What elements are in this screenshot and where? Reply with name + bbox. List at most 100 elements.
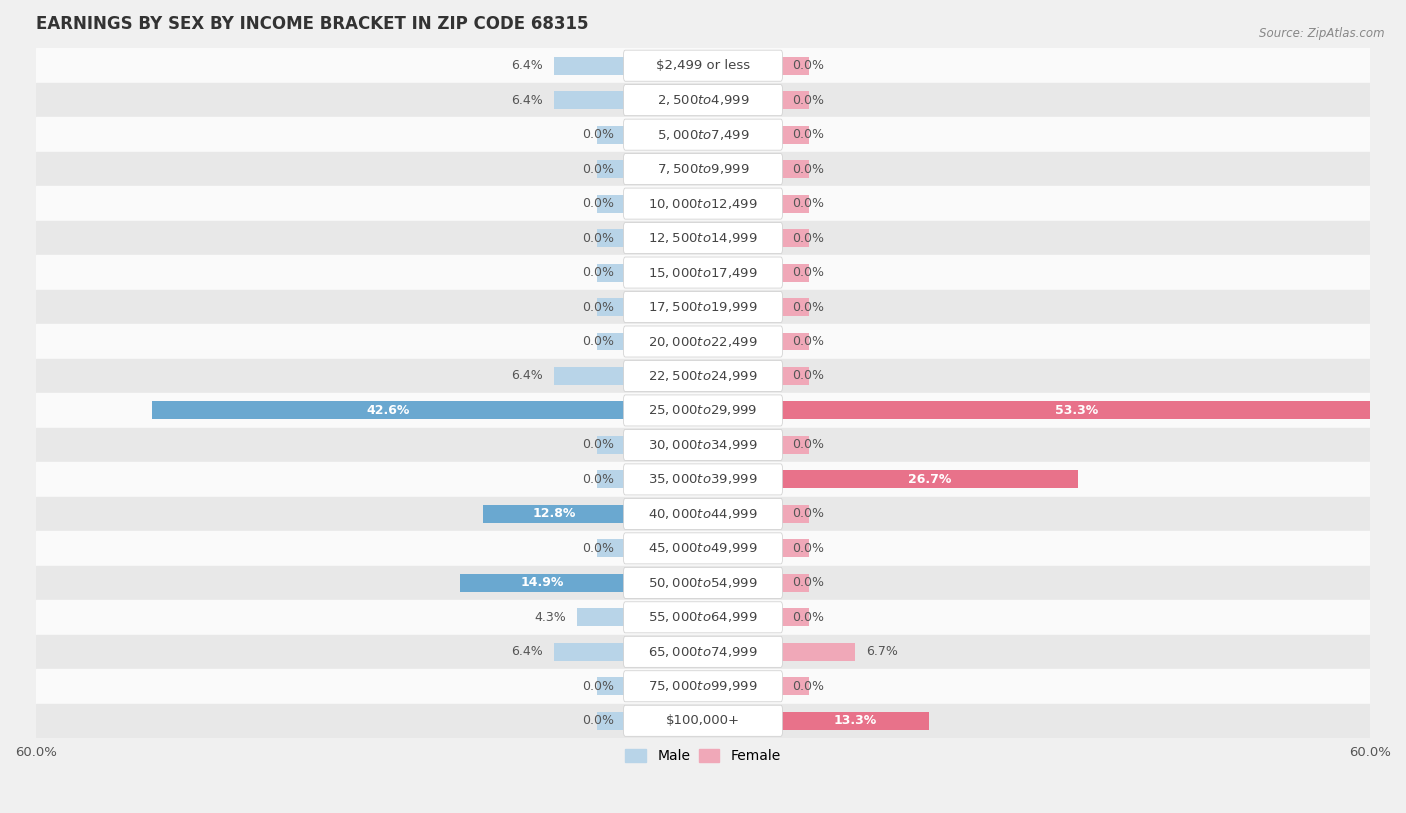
Bar	[598, 263, 626, 281]
Text: $2,500 to $4,999: $2,500 to $4,999	[657, 93, 749, 107]
Text: $65,000 to $74,999: $65,000 to $74,999	[648, 645, 758, 659]
Text: $40,000 to $44,999: $40,000 to $44,999	[648, 506, 758, 521]
Text: 26.7%: 26.7%	[907, 473, 950, 486]
Bar	[780, 333, 808, 350]
Bar	[780, 229, 808, 247]
Bar	[780, 574, 808, 592]
FancyBboxPatch shape	[623, 154, 783, 185]
Bar	[37, 566, 1369, 600]
Text: 0.0%: 0.0%	[582, 128, 614, 141]
Bar	[780, 126, 808, 144]
Bar	[37, 669, 1369, 703]
FancyBboxPatch shape	[623, 637, 783, 667]
Bar	[780, 194, 808, 212]
Text: $35,000 to $39,999: $35,000 to $39,999	[648, 472, 758, 486]
Bar	[460, 574, 626, 592]
Bar	[37, 152, 1369, 186]
Bar	[780, 608, 808, 626]
Text: $50,000 to $54,999: $50,000 to $54,999	[648, 576, 758, 590]
Bar	[37, 255, 1369, 289]
Bar	[37, 324, 1369, 359]
FancyBboxPatch shape	[623, 429, 783, 460]
FancyBboxPatch shape	[623, 395, 783, 426]
Text: 6.4%: 6.4%	[512, 93, 543, 107]
Bar	[37, 635, 1369, 669]
FancyBboxPatch shape	[623, 360, 783, 392]
Bar	[37, 428, 1369, 462]
Text: 0.0%: 0.0%	[582, 232, 614, 245]
FancyBboxPatch shape	[623, 223, 783, 254]
Bar	[780, 263, 808, 281]
Bar	[780, 471, 1077, 489]
Bar	[152, 402, 626, 420]
Text: $30,000 to $34,999: $30,000 to $34,999	[648, 438, 758, 452]
Text: 0.0%: 0.0%	[792, 301, 824, 314]
Text: 0.0%: 0.0%	[582, 163, 614, 176]
Bar	[780, 298, 808, 316]
FancyBboxPatch shape	[623, 257, 783, 288]
Bar	[37, 531, 1369, 566]
Bar	[598, 677, 626, 695]
Bar	[598, 126, 626, 144]
FancyBboxPatch shape	[623, 85, 783, 115]
Text: $7,500 to $9,999: $7,500 to $9,999	[657, 162, 749, 176]
Bar	[780, 160, 808, 178]
Bar	[780, 677, 808, 695]
Text: 0.0%: 0.0%	[582, 301, 614, 314]
Legend: Male, Female: Male, Female	[620, 744, 786, 769]
Bar	[598, 539, 626, 558]
Text: 0.0%: 0.0%	[792, 611, 824, 624]
Bar	[37, 393, 1369, 428]
FancyBboxPatch shape	[623, 705, 783, 737]
Bar	[598, 229, 626, 247]
Text: 4.3%: 4.3%	[534, 611, 567, 624]
Bar	[780, 57, 808, 75]
Text: 0.0%: 0.0%	[582, 680, 614, 693]
Text: 42.6%: 42.6%	[367, 404, 411, 417]
Text: 0.0%: 0.0%	[792, 232, 824, 245]
Text: 0.0%: 0.0%	[582, 438, 614, 451]
Text: EARNINGS BY SEX BY INCOME BRACKET IN ZIP CODE 68315: EARNINGS BY SEX BY INCOME BRACKET IN ZIP…	[37, 15, 589, 33]
Bar	[780, 402, 1374, 420]
Text: 6.7%: 6.7%	[866, 646, 898, 659]
Text: 6.4%: 6.4%	[512, 369, 543, 382]
Text: $5,000 to $7,499: $5,000 to $7,499	[657, 128, 749, 141]
Bar	[554, 643, 626, 661]
Bar	[37, 497, 1369, 531]
Text: 0.0%: 0.0%	[792, 507, 824, 520]
Text: 0.0%: 0.0%	[792, 266, 824, 279]
Bar	[780, 91, 808, 109]
Text: 0.0%: 0.0%	[582, 335, 614, 348]
Bar	[37, 83, 1369, 117]
Text: $12,500 to $14,999: $12,500 to $14,999	[648, 231, 758, 245]
Text: 0.0%: 0.0%	[582, 197, 614, 210]
Text: $17,500 to $19,999: $17,500 to $19,999	[648, 300, 758, 314]
Bar	[554, 367, 626, 385]
Bar	[37, 600, 1369, 635]
Text: 6.4%: 6.4%	[512, 646, 543, 659]
FancyBboxPatch shape	[623, 671, 783, 702]
FancyBboxPatch shape	[623, 326, 783, 357]
Bar	[37, 49, 1369, 83]
Text: 0.0%: 0.0%	[792, 93, 824, 107]
Bar	[780, 712, 929, 730]
Text: $25,000 to $29,999: $25,000 to $29,999	[648, 403, 758, 417]
FancyBboxPatch shape	[623, 602, 783, 633]
Bar	[554, 91, 626, 109]
Text: 12.8%: 12.8%	[533, 507, 575, 520]
Text: 0.0%: 0.0%	[582, 473, 614, 486]
Text: $22,500 to $24,999: $22,500 to $24,999	[648, 369, 758, 383]
Bar	[598, 194, 626, 212]
FancyBboxPatch shape	[623, 498, 783, 529]
Text: 0.0%: 0.0%	[792, 680, 824, 693]
Bar	[780, 643, 855, 661]
Text: 0.0%: 0.0%	[792, 438, 824, 451]
Text: Source: ZipAtlas.com: Source: ZipAtlas.com	[1260, 27, 1385, 40]
Text: $10,000 to $12,499: $10,000 to $12,499	[648, 197, 758, 211]
Bar	[598, 712, 626, 730]
Text: 6.4%: 6.4%	[512, 59, 543, 72]
Bar	[598, 436, 626, 454]
Bar	[482, 505, 626, 523]
Bar	[37, 359, 1369, 393]
Bar	[780, 505, 808, 523]
